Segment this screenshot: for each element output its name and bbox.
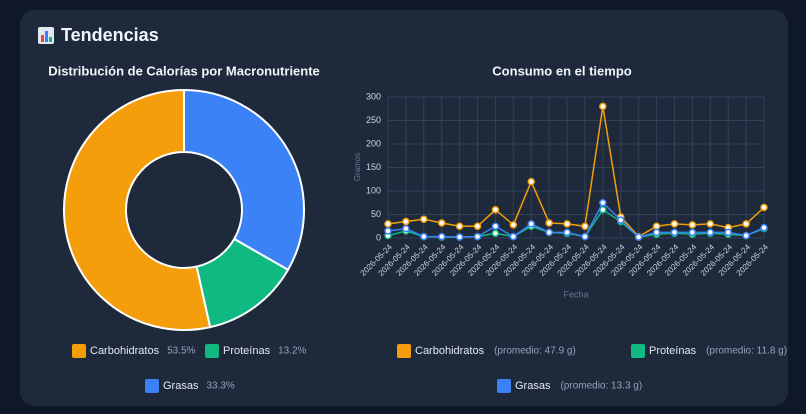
point [599, 102, 607, 111]
chart-title: Distribución de Calorías por Macronutrie… [48, 63, 320, 78]
point [670, 228, 679, 237]
point [760, 203, 768, 212]
legend-label: Grasas [163, 380, 199, 392]
point [509, 221, 518, 229]
legend-value: 13.2% [278, 346, 306, 357]
point [670, 220, 679, 228]
point [545, 219, 553, 227]
chart-title: Consumo en el tiempo [492, 63, 631, 78]
chart-icon [38, 27, 54, 44]
point [437, 219, 446, 227]
legend-note: (promedio: 13.3 g) [560, 381, 642, 392]
point [527, 220, 535, 228]
point [634, 233, 643, 241]
line [387, 106, 765, 238]
legend-value: 53.5% [167, 346, 195, 357]
line [387, 201, 765, 238]
point [706, 220, 715, 228]
y-tick-label: 100 [366, 185, 381, 195]
legend-note: (promedio: 11.8 g) [706, 346, 787, 357]
point [652, 222, 661, 230]
y-tick-label: 200 [366, 138, 381, 148]
pie-slice [183, 88, 305, 272]
legend-label: Proteínas [649, 345, 697, 357]
point [437, 232, 446, 241]
y-tick-label: 250 [366, 115, 381, 125]
point [420, 232, 428, 241]
point [491, 222, 500, 230]
point [384, 227, 392, 235]
point [455, 233, 464, 241]
point [384, 220, 392, 228]
legend-swatch [631, 344, 645, 358]
point [760, 223, 768, 232]
point [491, 206, 500, 214]
point [688, 221, 697, 229]
y-tick-label: 300 [366, 91, 381, 101]
y-tick-label: 150 [366, 162, 381, 172]
y-tick-label: 0 [376, 232, 381, 242]
point [742, 231, 750, 240]
point [688, 228, 697, 237]
point [617, 216, 625, 224]
legend-swatch [145, 379, 159, 393]
point [455, 222, 464, 230]
legend-label: Proteínas [223, 345, 271, 357]
point [724, 228, 732, 237]
section-title: Tendencias [61, 25, 159, 45]
point [402, 224, 410, 233]
point [581, 222, 589, 230]
point [473, 222, 482, 230]
legend-swatch [397, 344, 411, 358]
legend-label: Carbohidratos [90, 345, 160, 357]
legend-label: Grasas [515, 380, 551, 392]
legend-value: 33.3% [206, 381, 234, 392]
point [545, 228, 553, 237]
point [491, 229, 500, 238]
y-axis-label: Gramos [353, 153, 362, 181]
pie-slice [63, 88, 212, 331]
point [473, 232, 482, 241]
point [742, 220, 750, 228]
point [652, 228, 661, 237]
point [509, 232, 518, 241]
point [563, 228, 571, 237]
legend-swatch [72, 344, 86, 358]
legend-note: (promedio: 47.9 g) [494, 346, 576, 357]
point [402, 217, 410, 226]
point [599, 199, 607, 207]
point [527, 177, 535, 186]
legend-swatch [497, 379, 511, 393]
legend-label: Carbohidratos [415, 345, 485, 357]
point [563, 220, 571, 228]
point [420, 215, 428, 223]
point [581, 232, 589, 241]
point [706, 228, 715, 237]
legend-swatch [205, 344, 219, 358]
x-axis-label: Fecha [563, 289, 588, 299]
y-tick-label: 50 [371, 209, 381, 219]
